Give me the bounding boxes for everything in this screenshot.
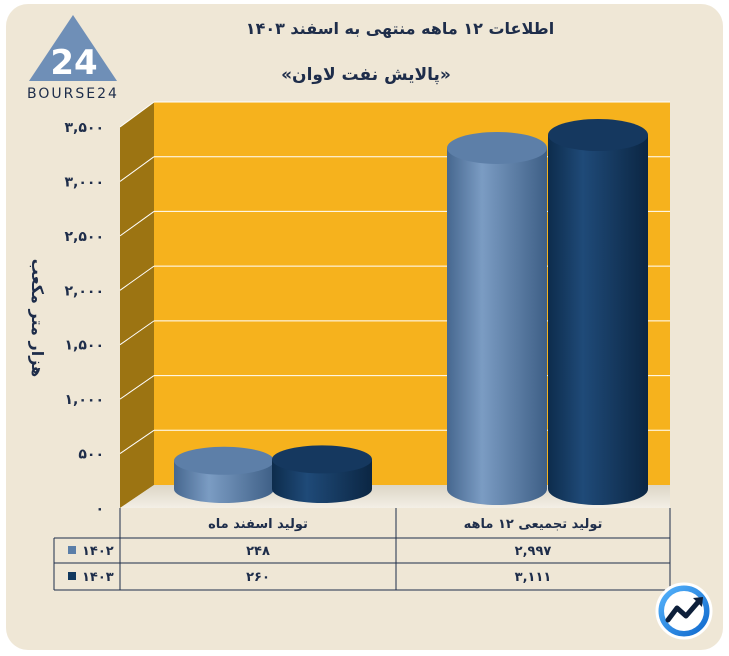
data-label: ۲۴۸ [246,544,270,559]
y-tick-label: ۰ [95,501,104,517]
y-tick-label: ۵۰۰ [78,447,104,463]
grid-line-side [119,156,155,182]
bar-top [272,445,372,474]
trend-arrow-icon [655,582,713,640]
bar-body [548,135,648,505]
grid-line-side [119,211,155,237]
bar [447,131,547,505]
y-tick-labels: ۰ ۵۰۰ ۱,۰۰۰ ۱,۵۰۰ ۲,۰۰۰ ۲,۵۰۰ ۳,۰۰۰ ۳,۵۰۰ [65,120,105,517]
y-tick-label: ۳,۰۰۰ [65,174,105,190]
chart-subtitle: «پالایش نفت لاوان» [281,65,451,85]
bar-top [447,131,547,164]
data-table: تولید اسفند ماه تولید تجمیعی ۱۲ ماهه ۱۴۰۲ ۲… [53,508,671,591]
bar [548,119,648,505]
grid-line-side [119,375,155,400]
chart-title: اطلاعات ۱۲ ماهه منتهی به اسفند ۱۴۰۳ [246,19,554,38]
data-label: ۳,۱۱۱ [515,570,552,585]
y-tick-label: ۲,۵۰۰ [65,229,105,245]
grid-line-side [119,320,155,346]
bar [174,446,274,503]
y-tick-label: ۳,۵۰۰ [65,120,105,136]
grid-line-side [119,265,155,291]
category-label: تولید اسفند ماه [208,517,308,532]
y-tick-label: ۲,۰۰۰ [65,283,105,299]
data-label: ۲,۹۹۷ [515,544,552,559]
y-axis-label: هزار متر مکعب [28,259,47,377]
y-tick-label: ۱,۵۰۰ [65,338,105,354]
plot-side-wall [120,102,154,508]
bar-top [174,446,274,475]
legend-swatch [68,546,76,554]
legend-swatch [68,572,76,580]
legend-label: ۱۴۰۲ [82,544,114,559]
y-tick-label: ۱,۰۰۰ [65,392,105,408]
logo-triangle-icon [29,15,117,81]
logo-mark: 24 [50,43,97,83]
category-label: تولید تجمیعی ۱۲ ماهه [464,517,603,532]
legend-label: ۱۴۰۳ [82,570,114,585]
grid-line-side [119,101,155,128]
data-label: ۲۶۰ [246,570,270,585]
logo-text: BOURSE24 [27,86,119,102]
grid-line-side [119,429,155,454]
bars [174,119,648,505]
bar-body [447,147,547,505]
bar [272,445,372,503]
bourse24-logo: 24 BOURSE24 [27,15,119,102]
bar-top [548,119,648,151]
